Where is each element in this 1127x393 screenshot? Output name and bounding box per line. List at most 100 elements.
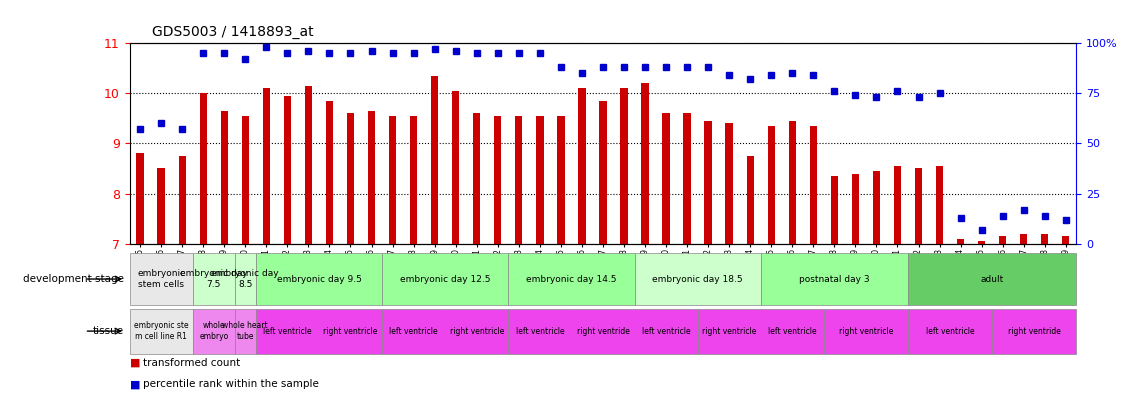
Bar bbox=[935, 166, 943, 244]
Bar bbox=[284, 96, 291, 244]
Text: left ventricle: left ventricle bbox=[515, 327, 565, 336]
Text: right ventricle: right ventricle bbox=[702, 327, 756, 336]
Text: transformed count: transformed count bbox=[143, 358, 240, 367]
Bar bbox=[241, 116, 249, 244]
Bar bbox=[347, 113, 354, 244]
Bar bbox=[824, 309, 908, 354]
Bar bbox=[256, 253, 382, 305]
Bar bbox=[809, 126, 817, 244]
Bar bbox=[908, 253, 1076, 305]
Bar bbox=[1041, 233, 1048, 244]
Bar bbox=[1062, 236, 1070, 244]
Bar bbox=[999, 236, 1006, 244]
Bar bbox=[234, 253, 256, 305]
Bar bbox=[831, 176, 838, 244]
Bar bbox=[557, 116, 565, 244]
Bar bbox=[304, 86, 312, 244]
Bar bbox=[789, 121, 796, 244]
Bar bbox=[452, 91, 460, 244]
Text: right ventride: right ventride bbox=[577, 327, 629, 336]
Bar bbox=[410, 116, 417, 244]
Bar bbox=[915, 169, 922, 244]
Text: embryonic day
8.5: embryonic day 8.5 bbox=[212, 269, 279, 289]
Bar bbox=[852, 173, 859, 244]
Bar bbox=[199, 93, 207, 244]
Bar bbox=[193, 309, 234, 354]
Bar bbox=[130, 309, 193, 354]
Bar bbox=[494, 116, 502, 244]
Text: adult: adult bbox=[980, 275, 1004, 283]
Bar bbox=[515, 116, 523, 244]
Bar bbox=[473, 113, 480, 244]
Bar bbox=[992, 309, 1076, 354]
Bar bbox=[130, 253, 193, 305]
Text: development stage: development stage bbox=[23, 274, 124, 284]
Bar bbox=[978, 241, 985, 244]
Text: embryonic day
7.5: embryonic day 7.5 bbox=[180, 269, 248, 289]
Bar bbox=[635, 253, 761, 305]
Text: embryonic day 14.5: embryonic day 14.5 bbox=[526, 275, 616, 283]
Bar bbox=[508, 253, 635, 305]
Bar bbox=[263, 88, 270, 244]
Bar bbox=[698, 309, 761, 354]
Bar bbox=[382, 309, 445, 354]
Text: left ventricle: left ventricle bbox=[641, 327, 691, 336]
Bar bbox=[746, 156, 754, 244]
Bar bbox=[767, 126, 775, 244]
Bar bbox=[445, 309, 508, 354]
Bar bbox=[571, 309, 635, 354]
Bar bbox=[326, 101, 334, 244]
Bar bbox=[389, 116, 397, 244]
Bar bbox=[508, 309, 571, 354]
Text: ■: ■ bbox=[130, 379, 143, 389]
Text: postnatal day 3: postnatal day 3 bbox=[799, 275, 870, 283]
Bar bbox=[872, 171, 880, 244]
Text: tissue: tissue bbox=[92, 326, 124, 336]
Text: GDS5003 / 1418893_at: GDS5003 / 1418893_at bbox=[152, 25, 313, 39]
Bar bbox=[382, 253, 508, 305]
Bar bbox=[221, 111, 228, 244]
Text: whole heart
tube: whole heart tube bbox=[222, 321, 268, 341]
Text: left ventricle: left ventricle bbox=[767, 327, 817, 336]
Text: left ventricle: left ventricle bbox=[389, 327, 438, 336]
Bar bbox=[641, 83, 649, 244]
Bar bbox=[431, 76, 438, 244]
Bar bbox=[683, 113, 691, 244]
Text: right ventride: right ventride bbox=[1008, 327, 1061, 336]
Text: right ventricle: right ventricle bbox=[838, 327, 893, 336]
Text: left ventricle: left ventricle bbox=[925, 327, 975, 336]
Text: embryonic day 9.5: embryonic day 9.5 bbox=[276, 275, 362, 283]
Bar bbox=[908, 309, 992, 354]
Bar bbox=[193, 253, 234, 305]
Bar bbox=[319, 309, 382, 354]
Text: percentile rank within the sample: percentile rank within the sample bbox=[143, 379, 319, 389]
Bar bbox=[957, 239, 965, 244]
Bar bbox=[704, 121, 712, 244]
Text: embryonic
stem cells: embryonic stem cells bbox=[137, 269, 185, 289]
Bar bbox=[536, 116, 543, 244]
Bar bbox=[894, 166, 902, 244]
Text: embryonic day 12.5: embryonic day 12.5 bbox=[400, 275, 490, 283]
Text: ■: ■ bbox=[130, 358, 143, 367]
Text: right ventricle: right ventricle bbox=[450, 327, 504, 336]
Bar bbox=[234, 309, 256, 354]
Bar bbox=[726, 123, 733, 244]
Bar bbox=[256, 309, 319, 354]
Bar bbox=[158, 169, 165, 244]
Bar bbox=[761, 253, 908, 305]
Text: embryonic day 18.5: embryonic day 18.5 bbox=[653, 275, 743, 283]
Bar bbox=[620, 88, 628, 244]
Bar bbox=[367, 111, 375, 244]
Bar bbox=[600, 101, 606, 244]
Bar bbox=[578, 88, 586, 244]
Text: left ventricle: left ventricle bbox=[263, 327, 312, 336]
Text: right ventricle: right ventricle bbox=[323, 327, 378, 336]
Bar bbox=[178, 156, 186, 244]
Text: whole
embryo: whole embryo bbox=[199, 321, 229, 341]
Text: embryonic ste
m cell line R1: embryonic ste m cell line R1 bbox=[134, 321, 188, 341]
Bar bbox=[1020, 233, 1028, 244]
Bar bbox=[136, 153, 144, 244]
Bar bbox=[663, 113, 669, 244]
Bar bbox=[635, 309, 698, 354]
Bar bbox=[761, 309, 824, 354]
